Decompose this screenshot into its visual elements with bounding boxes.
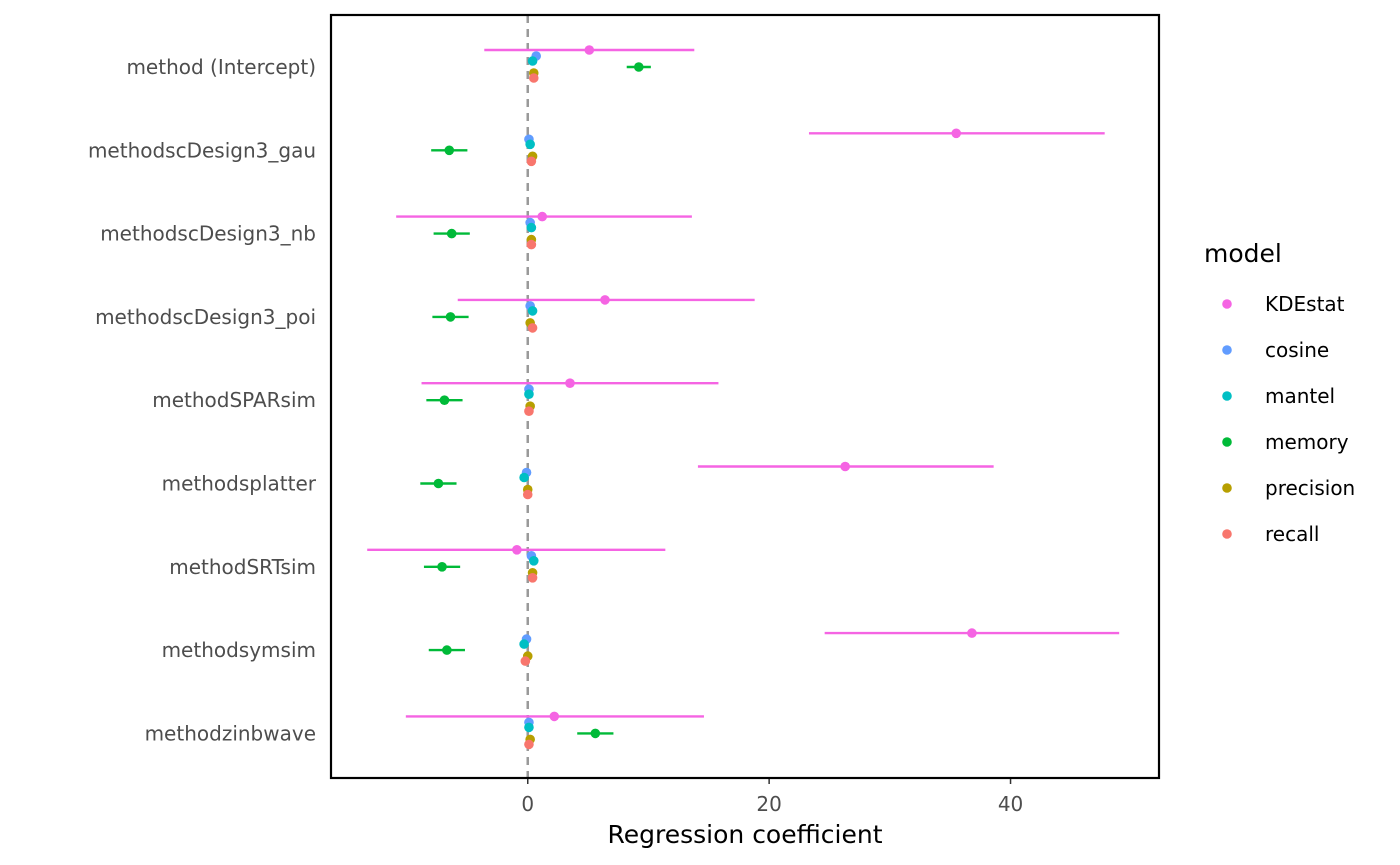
legend-label-memory: memory xyxy=(1265,430,1349,454)
point-mantel xyxy=(528,556,539,566)
y-tick-label: methodscDesign3_poi xyxy=(95,305,316,329)
point-kdestat xyxy=(565,378,575,389)
legend: model KDEstat cosine mantel memory precision… xyxy=(1204,239,1355,546)
point-mantel xyxy=(526,222,537,233)
y-tick-label: methodzinbwave xyxy=(145,721,316,745)
legend-label-recall: recall xyxy=(1265,522,1319,546)
x-axis-title: Regression coefficient xyxy=(608,820,883,849)
point-kdestat xyxy=(600,295,610,305)
point-mantel xyxy=(527,306,538,316)
legend-label-precision: precision xyxy=(1265,476,1355,500)
legend-label-mantel: mantel xyxy=(1265,384,1335,408)
point-memory xyxy=(433,478,444,489)
legend-key-precision xyxy=(1222,483,1232,493)
y-tick-label: method (Intercept) xyxy=(126,55,316,79)
point-recall xyxy=(527,573,538,583)
x-tick-label: 20 xyxy=(756,792,781,816)
point-kdestat xyxy=(537,211,548,222)
point-kdestat xyxy=(512,545,522,555)
point-recall xyxy=(520,656,531,666)
y-tick-label: methodsymsim xyxy=(162,638,316,662)
point-mantel xyxy=(524,722,534,733)
point-kdestat xyxy=(549,711,560,722)
point-mantel xyxy=(525,139,535,150)
y-tick-label: methodSPARsim xyxy=(152,388,316,412)
point-kdestat xyxy=(584,45,595,55)
legend-title: model xyxy=(1204,239,1282,268)
x-axis-ticks: 0 20 40 xyxy=(521,779,1023,816)
point-recall xyxy=(528,73,539,83)
y-tick-label: methodscDesign3_nb xyxy=(100,222,316,246)
point-memory xyxy=(442,645,452,655)
point-memory xyxy=(444,145,455,156)
legend-key-mantel xyxy=(1222,391,1232,401)
point-mantel xyxy=(519,472,529,483)
point-recall xyxy=(522,489,533,500)
x-tick-label: 0 xyxy=(521,792,534,816)
point-memory xyxy=(446,228,457,239)
y-tick-label: methodscDesign3_gau xyxy=(88,138,316,162)
point-mantel xyxy=(527,56,538,66)
point-recall xyxy=(526,239,537,250)
point-mantel xyxy=(519,639,529,649)
point-recall xyxy=(524,739,534,750)
point-recall xyxy=(524,406,534,417)
point-memory xyxy=(439,395,450,406)
point-memory xyxy=(633,62,644,72)
legend-label-cosine: cosine xyxy=(1265,338,1329,362)
legend-key-cosine xyxy=(1222,345,1232,355)
legend-key-recall xyxy=(1222,529,1232,539)
point-kdestat xyxy=(840,461,850,472)
plot-panel-border xyxy=(329,13,1161,780)
point-mantel xyxy=(524,389,534,400)
y-tick-label: methodSRTsim xyxy=(169,555,316,579)
point-kdestat xyxy=(967,628,977,638)
y-axis-labels: method (Intercept) methodscDesign3_gaumet… xyxy=(88,55,317,745)
legend-label-kdestat: KDEstat xyxy=(1265,292,1345,316)
x-tick-label: 40 xyxy=(998,792,1023,816)
y-tick-label: methodsplatter xyxy=(162,472,317,496)
legend-key-memory xyxy=(1222,437,1232,447)
plot-marks xyxy=(367,15,1120,778)
point-recall xyxy=(527,323,538,333)
point-memory xyxy=(445,312,456,322)
point-memory xyxy=(590,728,601,739)
point-memory xyxy=(437,562,447,572)
point-recall xyxy=(526,156,537,167)
legend-key-kdestat xyxy=(1222,299,1232,309)
point-kdestat xyxy=(951,128,962,139)
